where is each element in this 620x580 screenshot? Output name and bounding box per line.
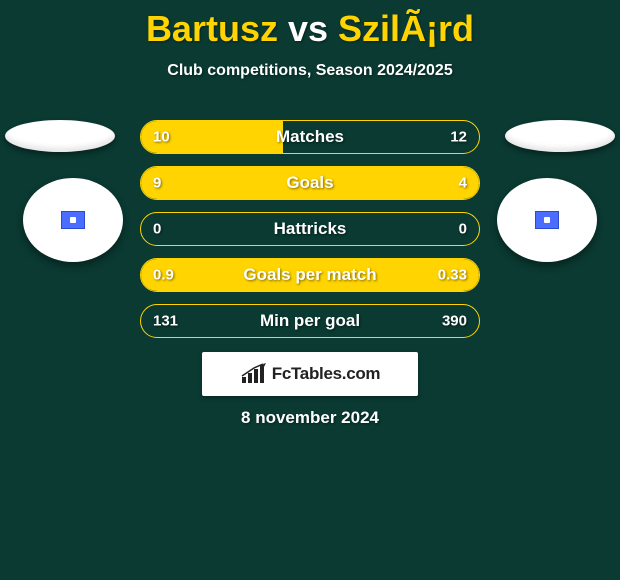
bar-row: 0.9Goals per match0.33 bbox=[140, 258, 480, 292]
team-icon bbox=[535, 211, 559, 229]
comparison-bars: 10Matches12 9Goals4 0Hattricks0 0.9Goals pe… bbox=[140, 120, 480, 350]
team-icon bbox=[61, 211, 85, 229]
bar-row: 131Min per goal390 bbox=[140, 304, 480, 338]
date-text: 8 november 2024 bbox=[0, 408, 620, 428]
chart-icon bbox=[240, 363, 266, 385]
vs-text: vs bbox=[288, 8, 328, 49]
player1-team-badge bbox=[23, 178, 123, 262]
bar-value-right: 390 bbox=[442, 313, 467, 330]
bar-value-right: 4 bbox=[459, 175, 467, 192]
bar-label: Matches bbox=[141, 127, 479, 147]
subtitle: Club competitions, Season 2024/2025 bbox=[0, 62, 620, 80]
player2-name: SzilÃ¡rd bbox=[338, 8, 474, 49]
bar-label: Min per goal bbox=[141, 311, 479, 331]
bar-row: 0Hattricks0 bbox=[140, 212, 480, 246]
bar-row: 10Matches12 bbox=[140, 120, 480, 154]
player2-team-badge bbox=[497, 178, 597, 262]
player2-column bbox=[505, 120, 615, 262]
player1-silhouette bbox=[5, 120, 115, 152]
player1-column bbox=[5, 120, 115, 262]
bar-value-right: 0 bbox=[459, 221, 467, 238]
player1-name: Bartusz bbox=[146, 8, 278, 49]
bar-row: 9Goals4 bbox=[140, 166, 480, 200]
bar-label: Goals per match bbox=[141, 265, 479, 285]
source-logo: FcTables.com bbox=[202, 352, 418, 396]
comparison-title: Bartusz vs SzilÃ¡rd bbox=[0, 0, 620, 50]
player2-silhouette bbox=[505, 120, 615, 152]
bar-label: Hattricks bbox=[141, 219, 479, 239]
bar-label: Goals bbox=[141, 173, 479, 193]
bar-value-right: 12 bbox=[450, 129, 467, 146]
logo-text: FcTables.com bbox=[272, 364, 381, 384]
bar-value-right: 0.33 bbox=[438, 267, 467, 284]
